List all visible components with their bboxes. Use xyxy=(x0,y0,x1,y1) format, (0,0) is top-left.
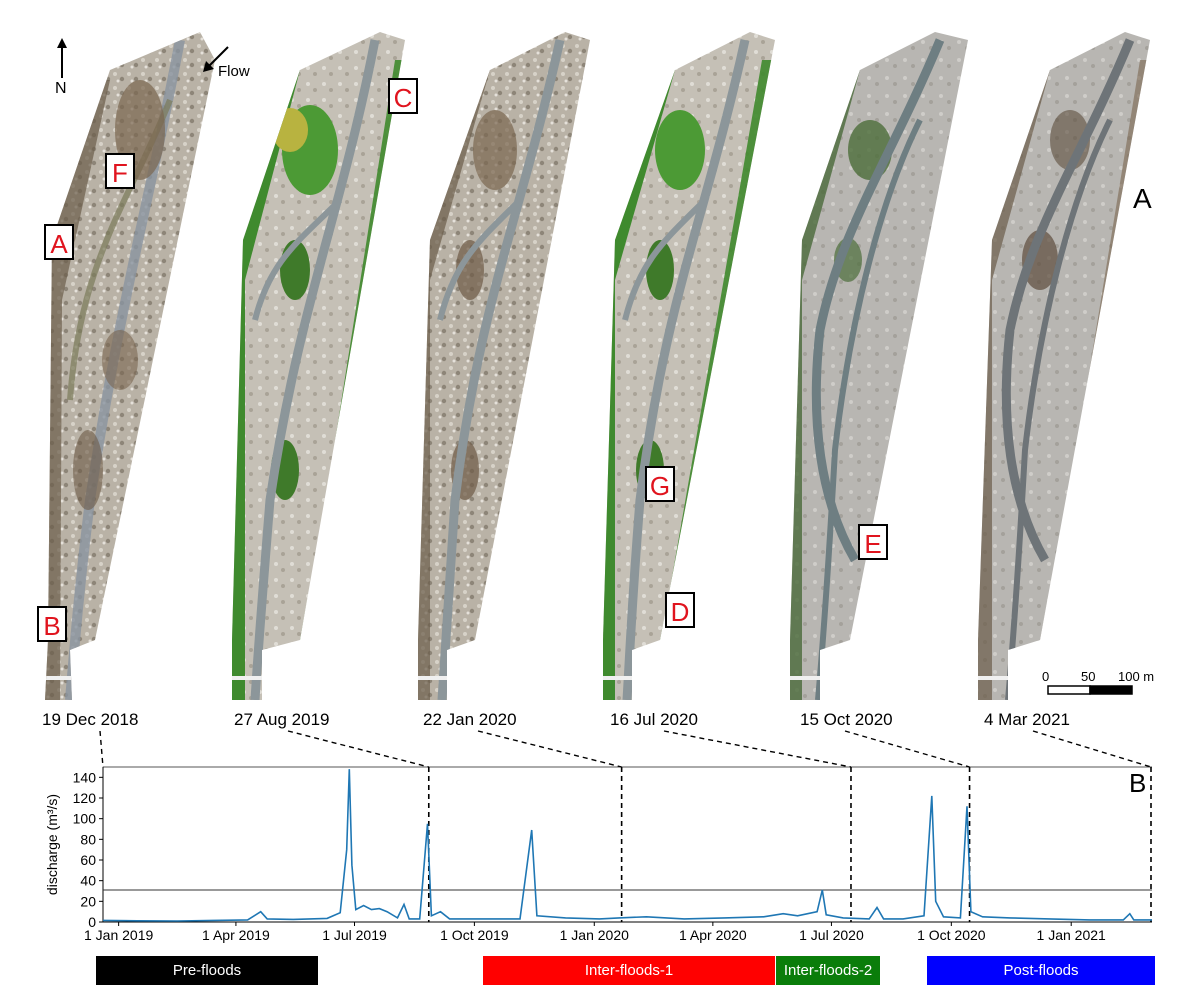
image-date-connector xyxy=(844,730,970,768)
period-post-floods: Post-floods xyxy=(927,956,1155,985)
period-inter-floods-1: Inter-floods-1 xyxy=(483,956,775,985)
scale-label-50: 50 xyxy=(1081,669,1096,684)
x-tick-label: 1 Apr 2019 xyxy=(202,927,270,943)
marker-c: C xyxy=(388,78,418,114)
flow-label: Flow xyxy=(218,63,250,80)
scale-label-0: 0 xyxy=(1042,669,1050,684)
image-date-4: 16 Jul 2020 xyxy=(610,710,698,729)
image-date-connector xyxy=(477,730,622,768)
image-date-connector xyxy=(287,730,429,768)
image-date-6: 4 Mar 2021 xyxy=(984,710,1070,729)
marker-d: D xyxy=(665,592,695,628)
panel-b-letter: B xyxy=(1129,768,1147,798)
image-date-connector xyxy=(99,730,104,768)
marker-e: E xyxy=(858,524,888,560)
discharge-chart: 0 20 40 60 80 100 120 140 1 Jan 2019 1 Apr 2019 1 … xyxy=(44,730,1152,943)
x-tick-label: 1 Jan 2020 xyxy=(560,927,629,943)
scale-bar xyxy=(1047,685,1133,695)
discharge-series-line xyxy=(102,769,1152,922)
image-date-connector xyxy=(663,730,852,768)
period-inter-floods-2: Inter-floods-2 xyxy=(776,956,880,985)
y-tick-label: 0 xyxy=(88,914,96,930)
marker-g: G xyxy=(645,466,675,502)
image-date-5: 15 Oct 2020 xyxy=(800,710,893,729)
marker-b: B xyxy=(37,606,67,642)
image-date-2: 27 Aug 2019 xyxy=(234,710,330,729)
image-date-3: 22 Jan 2020 xyxy=(423,710,517,729)
marker-a: A xyxy=(44,224,74,260)
image-date-connector xyxy=(1032,730,1152,768)
y-tick-label: 60 xyxy=(80,852,96,868)
y-tick-label: 120 xyxy=(73,790,97,806)
y-tick-label: 100 xyxy=(73,811,97,827)
x-tick-label: 1 Oct 2019 xyxy=(440,927,509,943)
x-tick-label: 1 Jan 2021 xyxy=(1037,927,1106,943)
x-tick-label: 1 Oct 2020 xyxy=(917,927,986,943)
aerial-image-3 xyxy=(418,32,590,700)
x-tick-label: 1 Jul 2019 xyxy=(322,927,387,943)
flow-arrow-icon xyxy=(203,46,229,72)
x-tick-label: 1 Jul 2020 xyxy=(799,927,864,943)
y-tick-label: 80 xyxy=(80,831,96,847)
aerial-image-1 xyxy=(45,32,215,700)
north-label: N xyxy=(55,80,67,97)
panel-a-letter: A xyxy=(1133,183,1152,214)
x-tick-label: 1 Jan 2019 xyxy=(84,927,153,943)
period-pre-floods: Pre-floods xyxy=(96,956,318,985)
aerial-images-panel xyxy=(45,32,1150,700)
north-arrow-icon xyxy=(57,38,67,78)
y-tick-label: 40 xyxy=(80,873,96,889)
aerial-image-5 xyxy=(790,32,968,700)
y-tick-label: 20 xyxy=(80,893,96,909)
y-tick-label: 140 xyxy=(73,769,97,785)
marker-f: F xyxy=(105,153,135,189)
image-date-1: 19 Dec 2018 xyxy=(42,710,139,729)
y-axis-label: discharge (m³/s) xyxy=(44,794,60,895)
aerial-image-6 xyxy=(978,32,1150,700)
aerial-image-2 xyxy=(232,32,405,700)
scale-label-100: 100 m xyxy=(1118,669,1155,684)
x-tick-label: 1 Apr 2020 xyxy=(679,927,747,943)
